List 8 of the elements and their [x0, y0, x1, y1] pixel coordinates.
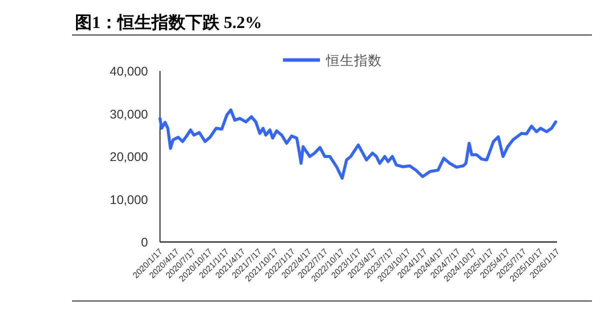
y-tick-label: 30,000	[110, 107, 148, 122]
y-tick-label: 10,000	[110, 192, 148, 207]
y-tick-label: 40,000	[110, 64, 148, 78]
legend: 恒生指数	[283, 53, 382, 68]
legend-label: 恒生指数	[325, 53, 382, 68]
title: 图1：恒生指数下跌 5.2%	[75, 13, 262, 32]
y-tick-label: 20,000	[110, 150, 148, 164]
y-tick-label: 0	[141, 236, 148, 250]
